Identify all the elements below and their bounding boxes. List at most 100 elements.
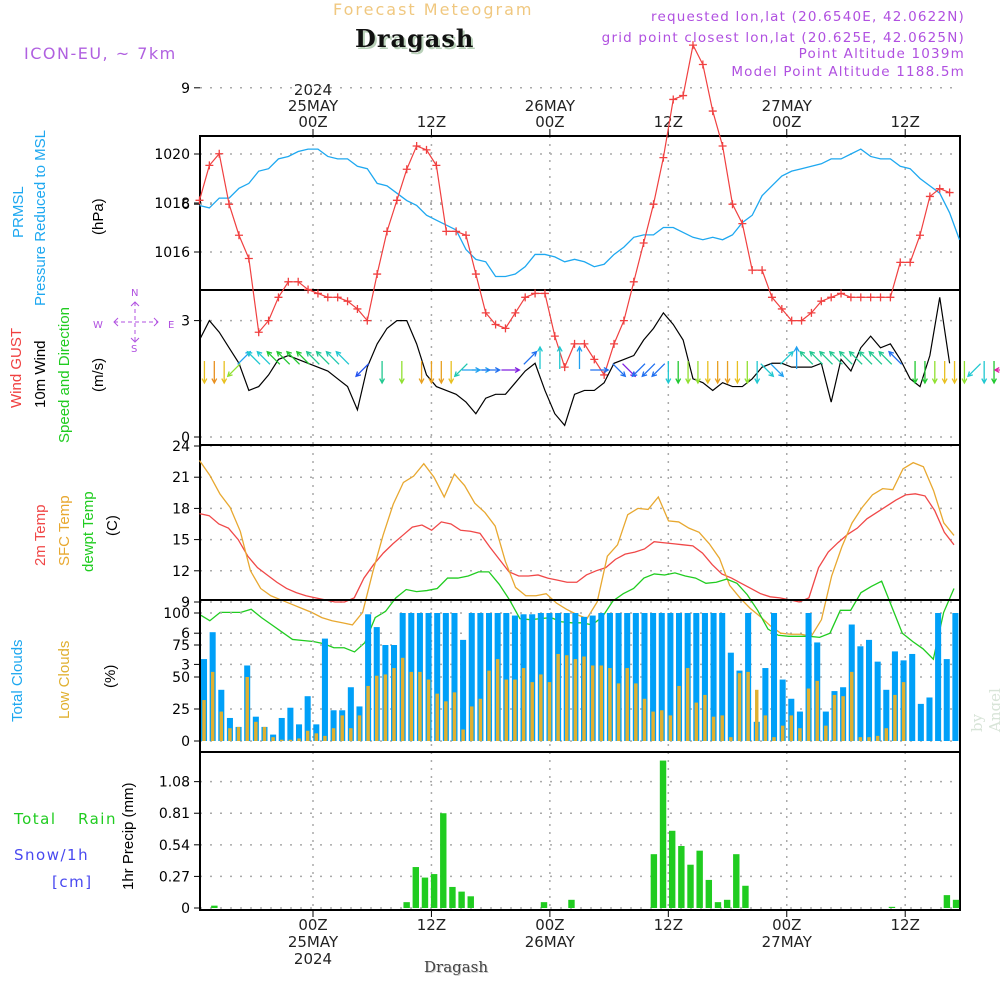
- low-cloud-bar: [772, 737, 776, 741]
- total-cloud-bar: [658, 613, 665, 741]
- total-cloud-bar: [857, 646, 864, 741]
- y-tick-label: 25: [172, 702, 190, 718]
- total-cloud-bar: [546, 613, 553, 741]
- y-tick-label: 1016: [154, 245, 190, 261]
- precip-bar: [714, 902, 722, 908]
- clouds-panel: 0 25 50 75 100: [163, 599, 961, 753]
- wind-arrow: [704, 361, 711, 385]
- gust-marker: [422, 145, 431, 154]
- bottom-axis-label: 12Z: [654, 916, 683, 934]
- bottom-axis-label: 00Z: [298, 916, 327, 934]
- total-cloud-bar: [710, 613, 717, 741]
- gust-marker: [501, 324, 510, 333]
- top-axis-label: 2024: [294, 81, 332, 99]
- low-cloud-bar: [616, 683, 621, 741]
- wind-arrow: [335, 350, 350, 365]
- low-cloud-bar: [798, 728, 802, 741]
- location-title: Dragash: [355, 24, 475, 53]
- low-cloud-bar: [331, 728, 336, 741]
- wind-arrow: [453, 363, 468, 378]
- wind-arrow: [744, 361, 751, 385]
- gust-marker: [215, 149, 224, 158]
- low-cloud-bar: [280, 739, 284, 741]
- gust-marker: [550, 332, 559, 341]
- gust-marker: [333, 293, 342, 302]
- gust-marker: [669, 95, 678, 104]
- total-cloud-bar: [935, 613, 942, 741]
- total-cloud-bar: [866, 639, 873, 741]
- low-cloud-bar: [625, 668, 629, 741]
- low-cloud-bar: [426, 679, 431, 741]
- top-axis-label: 00Z: [772, 113, 801, 131]
- wind-arrow: [256, 350, 271, 365]
- gust-marker: [866, 293, 875, 302]
- low-cloud-bar: [271, 737, 275, 741]
- gust-marker: [392, 196, 401, 205]
- total-cloud-bar: [529, 614, 536, 741]
- total-cloud-bar: [511, 615, 518, 741]
- total-cloud-bar: [287, 707, 294, 741]
- precip-bar: [403, 902, 410, 908]
- low-cloud-bar: [694, 702, 699, 741]
- gust-marker: [827, 293, 836, 302]
- gust-marker: [659, 153, 668, 162]
- gust-marker: [383, 227, 392, 236]
- precip-bar: [540, 902, 548, 908]
- low-cloud-bar: [685, 668, 690, 741]
- gust-marker: [234, 231, 243, 240]
- y-tick-label: 21: [172, 470, 190, 486]
- gust-marker: [452, 227, 461, 236]
- gust-marker: [708, 107, 717, 116]
- gust-marker: [481, 308, 490, 317]
- gust-marker: [629, 277, 638, 286]
- total-cloud-bar: [425, 613, 432, 741]
- wind-arrow: [967, 363, 982, 378]
- low-cloud-bar: [565, 655, 569, 741]
- precip-bar: [678, 845, 685, 908]
- wind-arrow: [556, 345, 563, 369]
- wind-arrow: [276, 350, 291, 365]
- low-cloud-bar: [418, 671, 422, 741]
- wind-arrow: [428, 361, 435, 385]
- y-tick-label: 0.81: [159, 806, 190, 822]
- wind-arrow: [576, 345, 583, 369]
- wind-arrow: [211, 361, 218, 385]
- y-tick-label: 12: [172, 564, 190, 580]
- y-tick-label: 1020: [154, 147, 190, 163]
- low-cloud-bar: [323, 735, 327, 741]
- gust-marker: [274, 293, 283, 302]
- low-cloud-bar: [245, 677, 249, 741]
- low-cloud-bar: [660, 710, 664, 741]
- total-cloud-bar: [460, 639, 467, 741]
- wind-arrow: [793, 345, 800, 369]
- bottom-axis-label: 26MAY: [525, 933, 576, 951]
- low-cloud-bar: [452, 692, 457, 741]
- wind-arrow: [315, 350, 330, 365]
- low-cloud-bar: [720, 715, 724, 741]
- wind-arrow: [848, 350, 863, 365]
- low-cloud-bar: [288, 739, 293, 741]
- low-cloud-bar: [806, 688, 811, 741]
- top-axis-label: 12Z: [654, 113, 683, 131]
- wind-arrow: [714, 361, 721, 385]
- gust-marker: [225, 200, 234, 209]
- bottom-axis-label: 00Z: [772, 916, 801, 934]
- gust-marker: [373, 270, 382, 279]
- gust-marker: [649, 200, 658, 209]
- gust-marker: [412, 142, 421, 150]
- gust-marker: [531, 289, 540, 298]
- wind-arrow: [418, 361, 425, 385]
- wind-arrow: [760, 363, 775, 378]
- low-cloud-bar: [530, 682, 534, 741]
- wind-arrow: [379, 361, 386, 385]
- total-cloud-bar: [477, 613, 484, 741]
- wind-arrow: [295, 350, 310, 365]
- temperature-panel: 3 6 9 12 15 18 21 24: [172, 439, 961, 673]
- wind-arrow: [305, 350, 320, 365]
- precip-bar: [211, 905, 218, 908]
- bottom-axis-label: 25MAY: [288, 933, 339, 951]
- precip-bar: [412, 867, 420, 908]
- low-cloud-bar: [832, 694, 837, 741]
- low-cloud-bar: [850, 671, 854, 741]
- wind-arrow: [612, 363, 627, 378]
